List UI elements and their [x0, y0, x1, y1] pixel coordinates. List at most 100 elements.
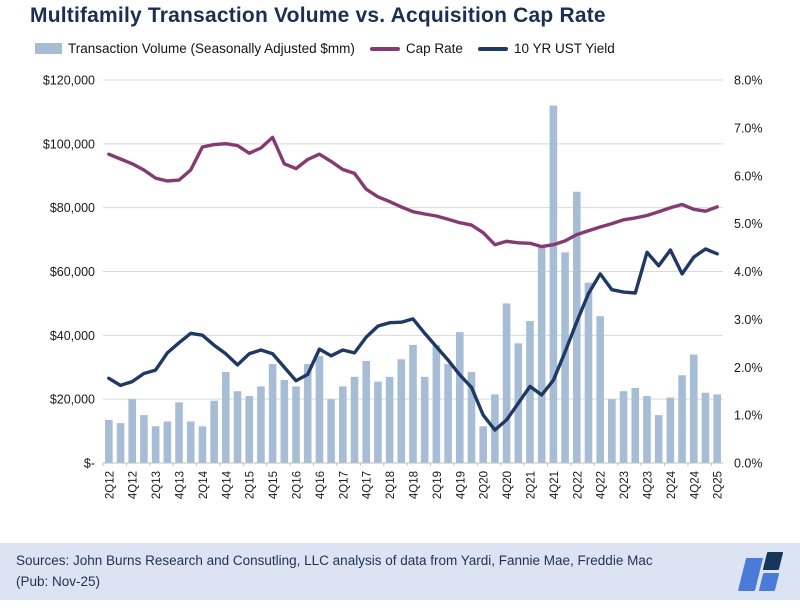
volume-bar-4Q18 — [409, 344, 417, 463]
x-axis-label-2Q24: 2Q24 — [666, 470, 678, 499]
legend-label-cap-rate: Cap Rate — [405, 41, 463, 56]
x-axis-label-2Q20: 2Q20 — [479, 471, 491, 499]
x-axis-label-4Q12: 4Q12 — [128, 471, 140, 499]
y-axis-left-tick-label: $80,000 — [50, 201, 95, 215]
volume-bar-1Q22 — [561, 252, 569, 463]
x-axis-label-4Q15: 4Q15 — [268, 471, 280, 499]
x-axis-label-4Q14: 4Q14 — [221, 470, 233, 499]
y-axis-right-tick-label: 1.0% — [734, 409, 763, 423]
volume-bar-4Q13 — [175, 402, 183, 463]
x-axis-label-2Q15: 2Q15 — [245, 471, 257, 499]
volume-bar-3Q22 — [584, 282, 593, 463]
volume-bar-4Q24 — [689, 354, 698, 463]
volume-bar-3Q17 — [350, 376, 359, 463]
volume-bar-1Q16 — [280, 380, 289, 463]
y-axis-left-tick-label: $120,000 — [43, 74, 95, 88]
volume-bar-1Q15 — [233, 391, 242, 463]
volume-bar-3Q21 — [537, 245, 546, 463]
x-axis-label-2Q22: 2Q22 — [572, 471, 584, 499]
volume-bar-4Q21 — [549, 105, 558, 464]
x-axis-label-4Q20: 4Q20 — [502, 471, 514, 499]
bar-swatch-icon — [35, 43, 62, 55]
legend-label-ust-yield: 10 YR UST Yield — [513, 41, 615, 56]
volume-bar-1Q13 — [140, 415, 148, 463]
x-axis-label-2Q14: 2Q14 — [198, 470, 210, 499]
legend-label-volume: Transaction Volume (Seasonally Adjusted … — [68, 41, 355, 56]
volume-bar-3Q12 — [116, 423, 125, 463]
x-axis-label-4Q18: 4Q18 — [409, 471, 421, 499]
jbrec-logo — [737, 549, 786, 595]
volume-bar-3Q23 — [631, 387, 640, 463]
volume-bar-2Q18 — [385, 376, 394, 463]
bottom-margin — [0, 600, 800, 608]
volume-bar-1Q14 — [186, 421, 195, 463]
y-axis-right-tick-label: 5.0% — [734, 217, 763, 231]
volume-bar-2Q21 — [526, 320, 534, 463]
volume-bar-3Q13 — [163, 421, 172, 463]
volume-bar-2Q22 — [572, 191, 581, 464]
volume-bar-1Q17 — [327, 399, 335, 463]
volume-bar-1Q23 — [608, 399, 616, 463]
x-axis-label-4Q17: 4Q17 — [362, 471, 374, 499]
volume-bar-1Q20 — [467, 372, 476, 463]
x-axis-label-4Q23: 4Q23 — [642, 471, 654, 499]
x-axis-label-2Q18: 2Q18 — [385, 471, 397, 499]
volume-bar-2Q14 — [198, 426, 207, 463]
x-axis-label-4Q19: 4Q19 — [455, 471, 467, 499]
source-footer: Sources: John Burns Research and Consutl… — [0, 543, 800, 600]
volume-bar-3Q18 — [397, 359, 406, 463]
logo-top-square — [762, 551, 784, 570]
y-axis-left-tick-label: $60,000 — [50, 265, 95, 279]
volume-bar-2Q23 — [619, 391, 628, 463]
volume-bar-4Q15 — [268, 364, 277, 463]
volume-bar-2Q12 — [105, 419, 113, 463]
volume-bar-2Q24 — [666, 397, 675, 463]
volume-bar-4Q20 — [502, 303, 511, 463]
x-axis-label-4Q16: 4Q16 — [315, 471, 327, 499]
volume-bar-4Q17 — [362, 360, 371, 463]
chart-card: Multifamily Transaction Volume vs. Acqui… — [0, 4, 800, 543]
volume-bar-2Q16 — [292, 386, 300, 463]
y-axis-left-tick-label: $- — [84, 457, 95, 471]
volume-bar-1Q18 — [374, 381, 382, 463]
y-axis-right-tick-label: 0.0% — [734, 457, 763, 471]
y-axis-left-tick-label: $40,000 — [50, 329, 95, 343]
y-axis-right-tick-label: 6.0% — [734, 169, 763, 183]
x-axis-label-4Q22: 4Q22 — [596, 471, 608, 499]
legend-item-ust-yield: 10 YR UST Yield — [477, 41, 615, 56]
x-axis-label-2Q21: 2Q21 — [525, 471, 537, 499]
x-axis-label-2Q19: 2Q19 — [432, 471, 444, 499]
chart-plot-area: $120,000 $100,000 $80,000 $60,000 $40,000 $20… — [0, 62, 800, 543]
y-axis-right-tick-label: 2.0% — [734, 361, 763, 375]
volume-bar-4Q16 — [315, 356, 324, 463]
legend-item-transaction-volume: Transaction Volume (Seasonally Adjusted … — [35, 42, 355, 56]
volume-bar-1Q24 — [654, 415, 663, 463]
volume-bar-4Q22 — [596, 316, 604, 463]
cap-rate-line-swatch-icon — [369, 47, 400, 51]
x-axis-label-4Q13: 4Q13 — [175, 471, 187, 499]
x-axis-label-2Q12: 2Q12 — [104, 471, 116, 499]
volume-bar-4Q14 — [222, 372, 230, 463]
x-axis-label-2Q13: 2Q13 — [151, 471, 163, 499]
y-axis-left-tick-label: $20,000 — [50, 393, 95, 407]
y-axis-left-tick-label: $100,000 — [43, 137, 95, 151]
source-text: Sources: John Burns Research and Consutl… — [16, 551, 653, 593]
x-axis-label-2Q16: 2Q16 — [292, 471, 304, 499]
y-axis-right-tick-label: 7.0% — [734, 121, 763, 135]
volume-bar-4Q23 — [643, 395, 651, 463]
volume-bar-2Q19 — [432, 344, 441, 463]
x-axis-label-2Q25: 2Q25 — [713, 471, 725, 499]
x-axis-label-2Q17: 2Q17 — [338, 471, 350, 499]
volume-bar-3Q16 — [303, 364, 312, 463]
volume-bar-1Q25 — [701, 392, 710, 463]
ust-yield-line-swatch-icon — [477, 47, 508, 51]
volume-bar-3Q14 — [210, 400, 218, 463]
y-axis-right-tick-label: 4.0% — [734, 265, 763, 279]
y-axis-right-tick-label: 8.0% — [734, 74, 763, 88]
volume-bar-2Q20 — [479, 426, 487, 463]
legend-item-cap-rate: Cap Rate — [369, 41, 463, 56]
x-axis-label-4Q21: 4Q21 — [549, 471, 561, 499]
volume-bar-1Q19 — [420, 376, 429, 463]
x-axis-label-4Q24: 4Q24 — [689, 470, 701, 499]
